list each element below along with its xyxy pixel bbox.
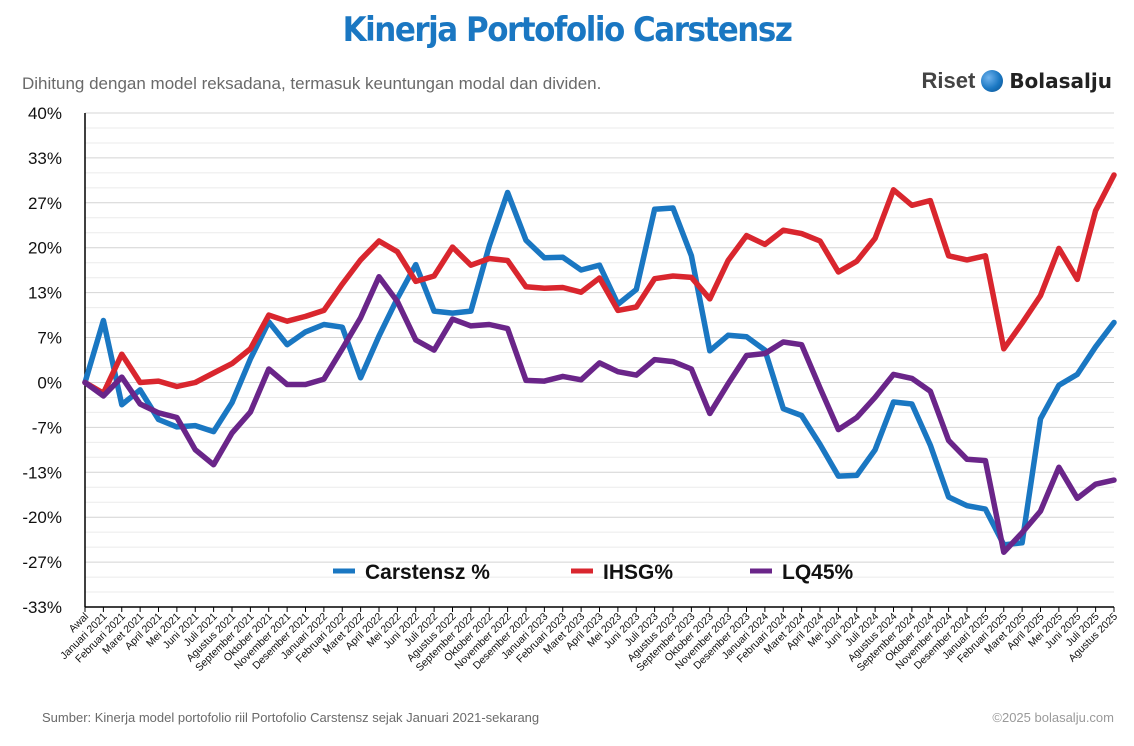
brand-name: Bolasalju [1009,69,1112,93]
y-tick-label: 27% [28,194,62,213]
y-tick-label: 20% [28,239,62,258]
y-tick-label: 7% [37,329,62,348]
legend-label: LQ45% [782,561,854,584]
y-tick-label: -33% [22,598,62,617]
source-note: Sumber: Kinerja model portofolio riil Po… [42,710,540,725]
y-tick-label: 33% [28,149,62,168]
chart-subtitle: Dihitung dengan model reksadana, termasu… [22,74,602,93]
y-tick-label: -20% [22,508,62,527]
y-tick-label: 13% [28,284,62,303]
snowball-icon [981,70,1004,92]
y-tick-label: 40% [28,104,62,123]
copyright-note: ©2025 bolasalju.com [992,710,1114,725]
y-tick-label: -7% [32,418,62,437]
axes [84,113,1115,612]
y-tick-label: 0% [37,373,62,392]
y-tick-labels: -33% -27% -20% -13% -7% 0% 7% 13% 20% 27% 33% 40% [22,104,62,617]
chart-title: Kinerja Portofolio Carstensz [342,10,793,50]
brand-logo: Riset Bolasalju [922,68,1112,94]
legend-label: IHSG% [603,561,673,584]
y-tick-label: -13% [22,463,62,482]
series-line-lq45 [82,273,1117,555]
series-lines [82,172,1117,555]
y-tick-label: -27% [22,553,62,572]
series-line-ihsg [82,172,1117,396]
legend: Carstensz % IHSG% LQ45% [333,561,854,584]
series-line-carstensz [82,189,1117,548]
brand-riset: Riset [921,68,976,93]
legend-label: Carstensz % [365,561,490,584]
